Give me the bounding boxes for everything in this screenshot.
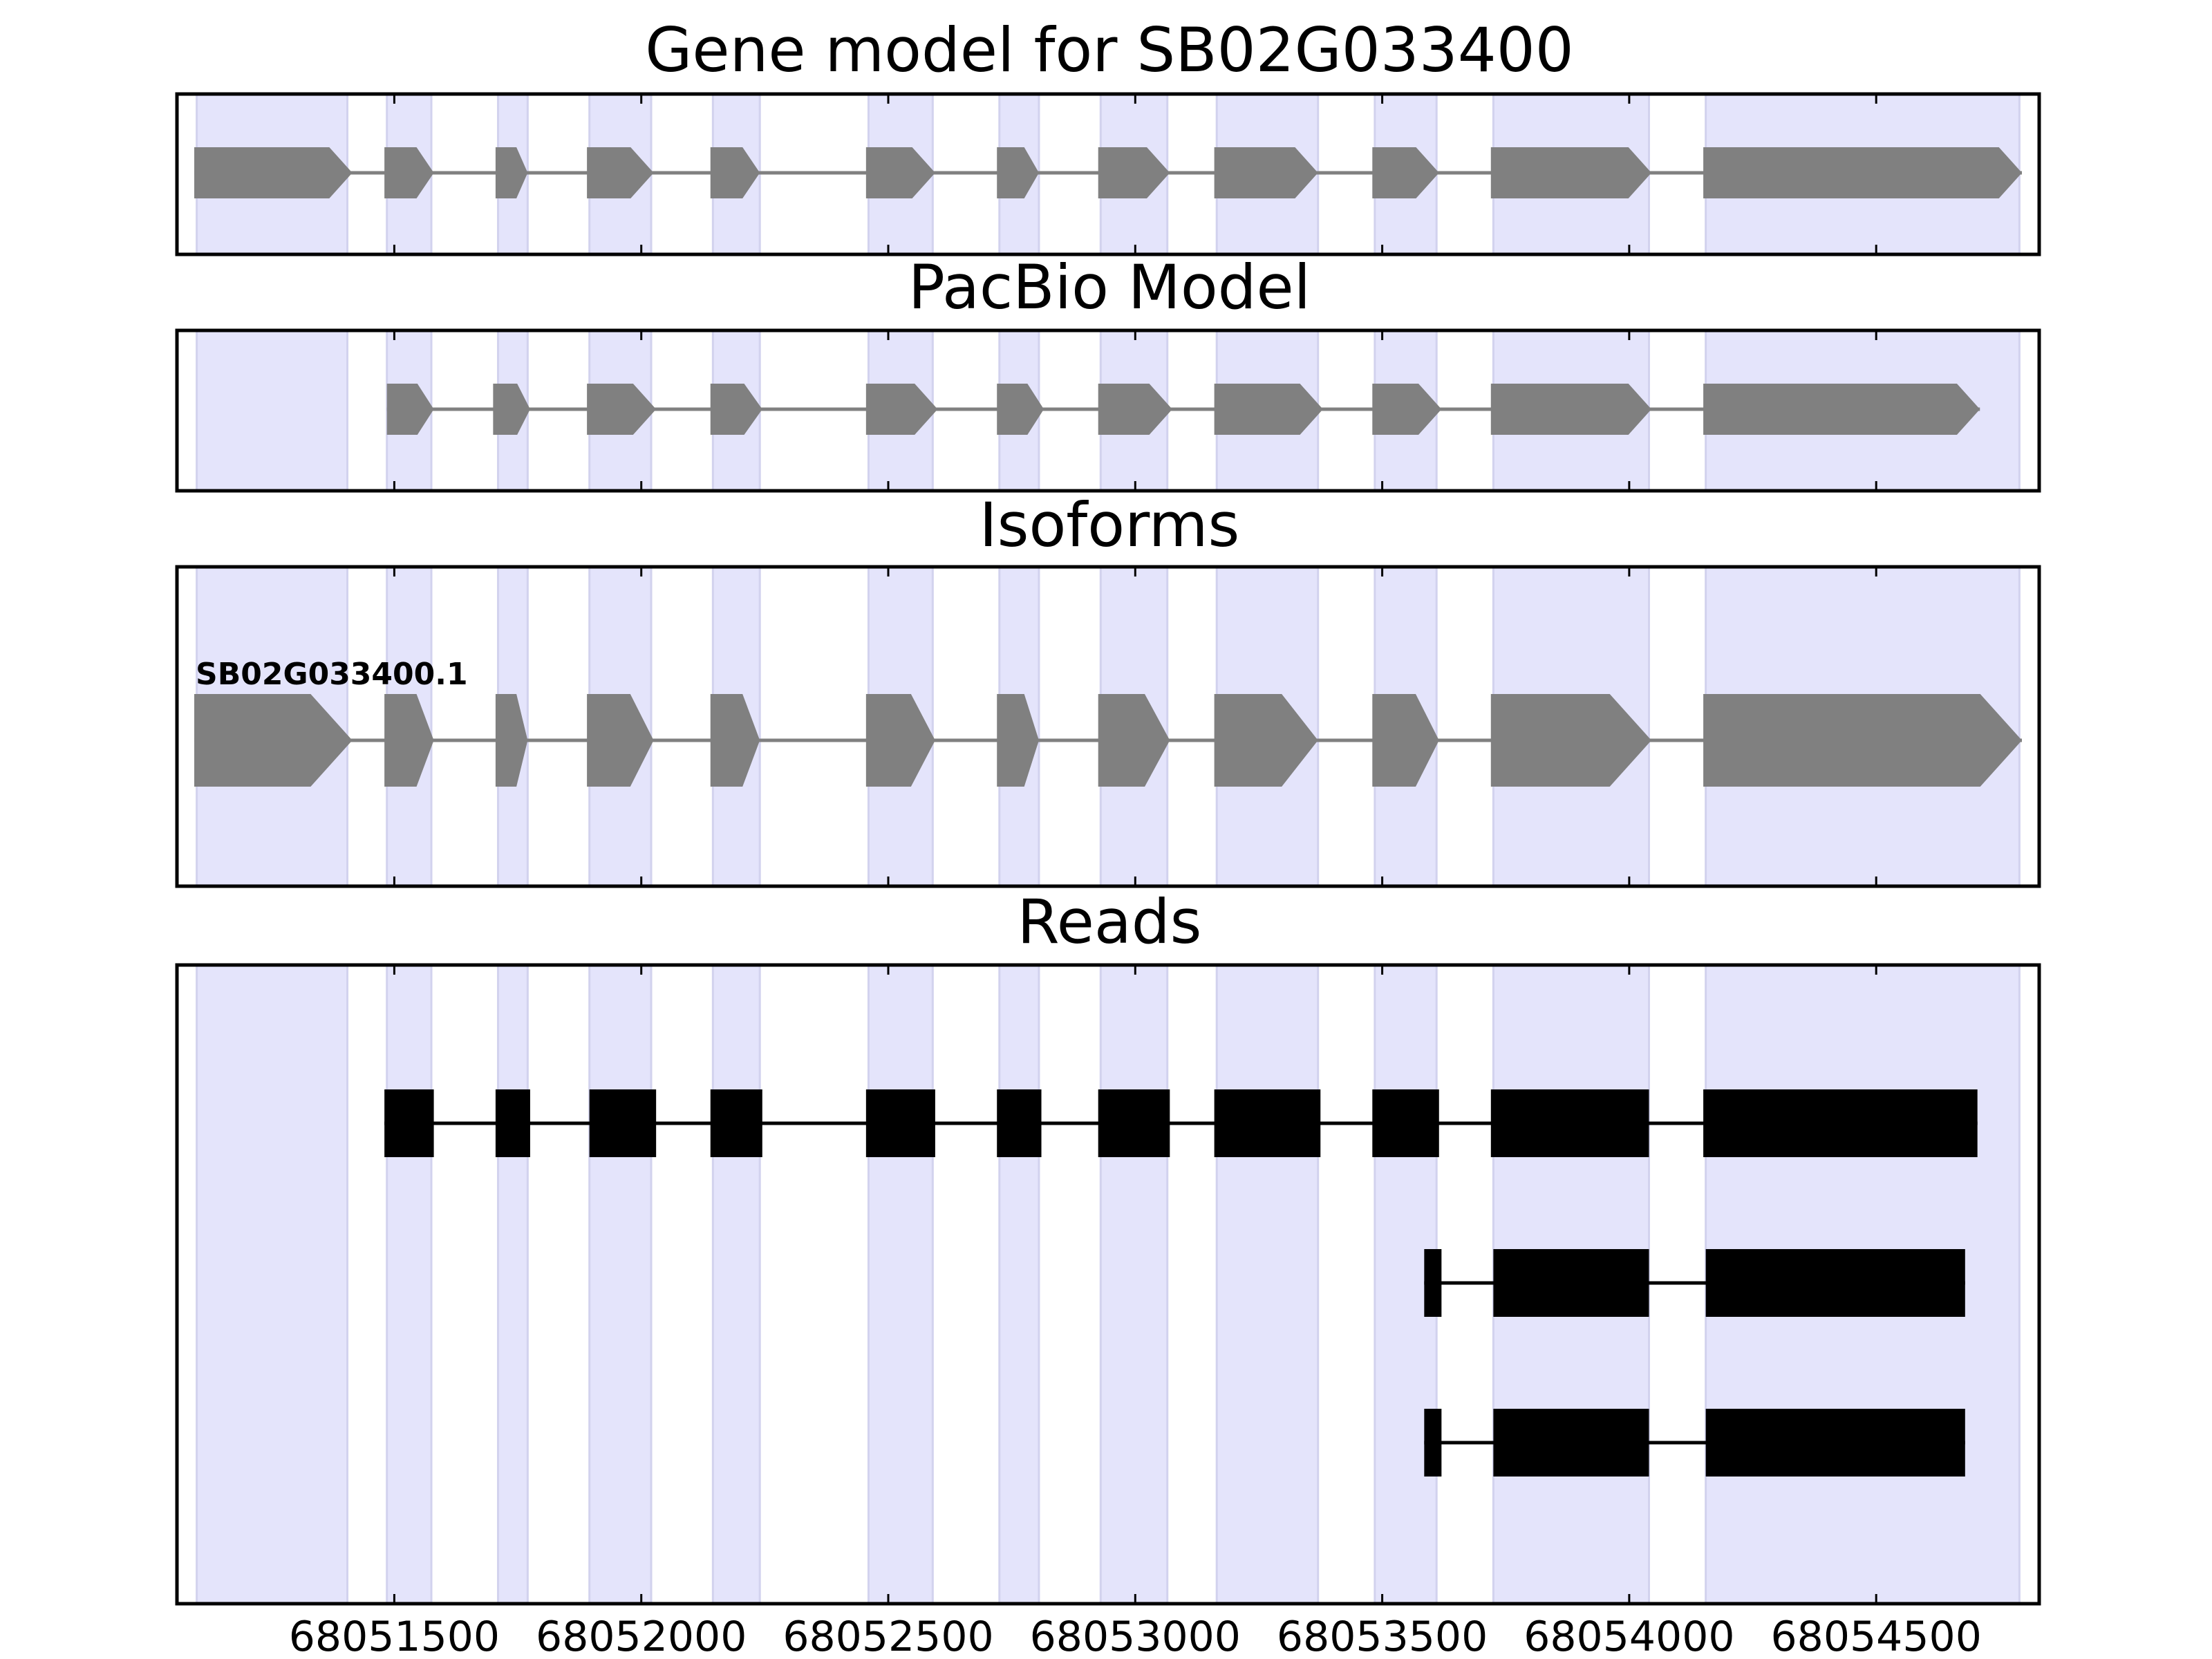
reads-exon-band	[711, 964, 761, 1605]
gene-model-exon-arrow	[865, 147, 935, 198]
pacbio-model-exon-arrow	[1372, 384, 1442, 435]
reads-read-block	[1214, 1089, 1321, 1157]
isoforms-exon-arrow	[997, 694, 1039, 787]
reads-read-block	[1703, 1089, 1978, 1157]
figure-title: Gene model for SB02G033400	[645, 15, 1574, 86]
isoforms-exon-arrow	[587, 694, 654, 787]
isoforms-exon-arrow	[865, 694, 935, 787]
reads-read-block	[1493, 1249, 1649, 1317]
x-tick-label: 68051500	[289, 1613, 500, 1659]
isoforms-exon-arrow	[1372, 694, 1439, 787]
gene-model-exon-arrow	[495, 147, 528, 198]
reads-exon-band	[386, 964, 433, 1605]
reads-read-block	[1705, 1409, 1965, 1477]
isoforms-exon-arrow	[384, 694, 434, 787]
pacbio-model-exon-arrow	[1490, 384, 1652, 435]
gene-model-exon-arrow	[384, 147, 434, 198]
x-axis: 68051500 68052000 68052500 68053000 68053500…	[289, 1613, 1982, 1659]
isoforms-exon-arrow	[1703, 694, 2022, 787]
reads-exon-band	[588, 964, 653, 1605]
reads-read-block	[495, 1089, 530, 1157]
gene-model-exon-arrow	[1372, 147, 1439, 198]
x-tick-label: 68052500	[782, 1613, 993, 1659]
reads-exon-band	[1099, 964, 1169, 1605]
reads-read-block	[1424, 1249, 1442, 1317]
reads-panel: Reads	[175, 886, 2041, 1606]
reads-read-block	[710, 1089, 762, 1157]
x-tick-label: 68054000	[1524, 1613, 1734, 1659]
gene-model-exon-arrow	[997, 147, 1039, 198]
reads-read-block	[1098, 1089, 1170, 1157]
reads-frame	[175, 963, 2041, 1606]
pacbio-model-exon-band	[196, 329, 349, 492]
pacbio-model-frame	[175, 328, 2041, 493]
isoforms-exon-arrow	[1490, 694, 1652, 787]
reads-read-block	[1490, 1089, 1649, 1157]
pacbio-model-panel: PacBio Model	[175, 252, 2041, 493]
reads-panel-title: Reads	[1018, 886, 1202, 957]
gene-model-exon-arrow	[710, 147, 760, 198]
isoforms-exon-arrow	[495, 694, 528, 787]
gene-model-exon-arrow	[194, 147, 353, 198]
pacbio-model-exon-arrow	[386, 384, 434, 435]
gene-model-exon-arrow	[587, 147, 654, 198]
pacbio-model-exon-arrow	[1703, 384, 1980, 435]
pacbio-model-exon-arrow	[493, 384, 530, 435]
pacbio-model-panel-title: PacBio Model	[908, 252, 1311, 323]
isoform-label: SB02G033400.1	[196, 657, 468, 692]
x-tick-label: 68054500	[1770, 1613, 1981, 1659]
reads-exon-band	[998, 964, 1040, 1605]
pacbio-model-exon-arrow	[1214, 384, 1323, 435]
reads-read-block	[384, 1089, 434, 1157]
isoforms-frame	[175, 565, 2041, 888]
reads-exon-band	[196, 964, 349, 1605]
pacbio-model-exon-arrow	[865, 384, 938, 435]
reads-read-block	[1424, 1409, 1442, 1477]
reads-read-block	[1493, 1409, 1649, 1477]
pacbio-model-exon-arrow	[1098, 384, 1172, 435]
reads-read-block	[1372, 1089, 1439, 1157]
gene-model-exon-arrow	[1214, 147, 1318, 198]
reads-read-block	[1705, 1249, 1965, 1317]
x-tick-label: 68052000	[536, 1613, 747, 1659]
gene-model-exon-arrow	[1098, 147, 1170, 198]
gene-model-exon-arrow	[1490, 147, 1652, 198]
isoforms-panel: Isoforms SB02G033400.1	[175, 489, 2041, 888]
reads-read-block	[589, 1089, 657, 1157]
gene-model-panel	[175, 92, 2041, 256]
reads-read-block	[997, 1089, 1042, 1157]
panels: PacBio Model Isoforms SB02G033400.1 Reads	[175, 92, 2041, 1606]
isoforms-panel-title: Isoforms	[980, 489, 1240, 561]
reads-exon-band	[496, 964, 529, 1605]
isoforms-exon-arrow	[710, 694, 760, 787]
reads-exon-band	[867, 964, 934, 1605]
pacbio-model-exon-arrow	[587, 384, 657, 435]
x-tick-label: 68053500	[1277, 1613, 1488, 1659]
pacbio-model-exon-arrow	[710, 384, 762, 435]
reads-exon-band	[1215, 964, 1320, 1605]
gene-model-exon-arrow	[1703, 147, 2022, 198]
reads-read-block	[865, 1089, 935, 1157]
gene-model-frame	[175, 92, 2041, 256]
isoforms-exon-arrow	[1214, 694, 1318, 787]
pacbio-model-exon-arrow	[997, 384, 1044, 435]
isoforms-exon-arrow	[194, 694, 353, 787]
x-tick-label: 68053000	[1030, 1613, 1241, 1659]
isoforms-exon-arrow	[1098, 694, 1170, 787]
